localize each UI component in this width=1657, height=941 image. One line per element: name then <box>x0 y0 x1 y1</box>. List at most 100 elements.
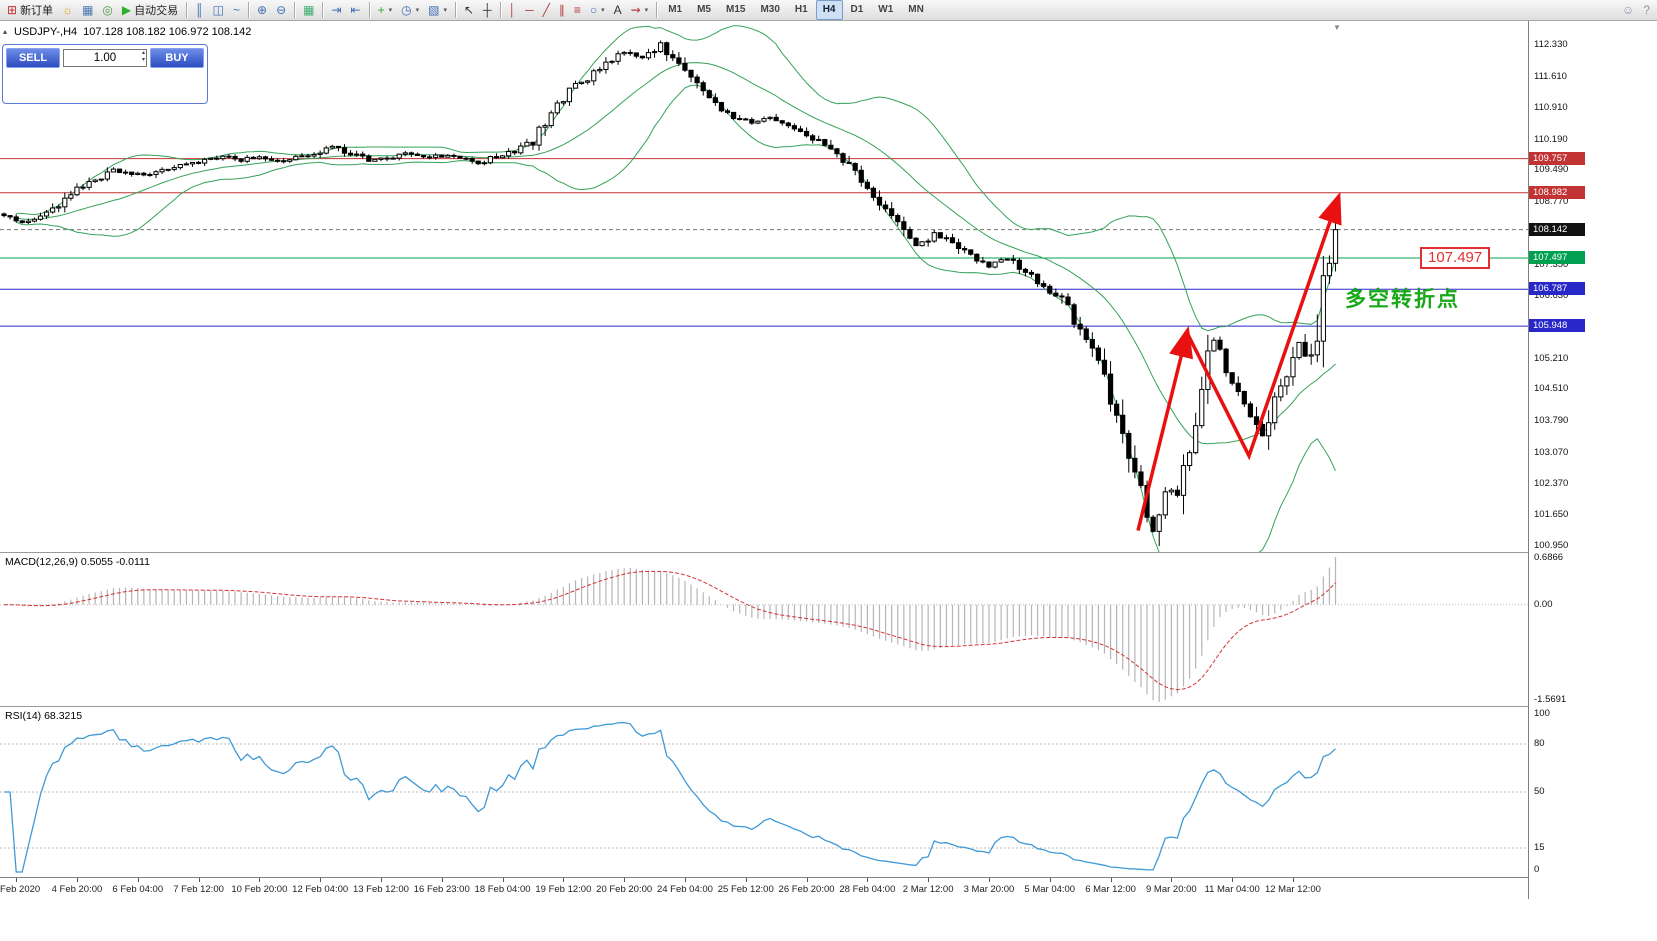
horizontal-line-button[interactable]: ─ <box>521 0 538 20</box>
dropdown-caret-icon[interactable]: ▾ <box>644 7 649 14</box>
axis-tick-label: 104.510 <box>1534 383 1569 395</box>
time-tick-label: 25 Feb 12:00 <box>717 884 774 895</box>
rsi-line <box>4 721 1336 873</box>
cursor-button[interactable]: ↖ <box>460 0 478 20</box>
timeframe-m30-button[interactable]: M30 <box>760 4 780 15</box>
horizontal-lines-layer <box>0 158 1528 327</box>
rsi-chart[interactable] <box>0 707 1528 877</box>
fibonacci-button[interactable]: ≡ <box>570 0 585 20</box>
price-axis[interactable]: 112.330 111.610 110.910 110.190 109.490 108.7… <box>1528 21 1657 899</box>
rsi-level-label: 15 <box>1534 842 1545 853</box>
time-tick-label: 4 Feb 20:00 <box>51 884 103 895</box>
templates-button-icon: ▧ <box>428 3 440 17</box>
new-order-button-icon: ⊞ <box>7 3 18 17</box>
dropdown-caret-icon[interactable]: ▾ <box>415 7 420 14</box>
crosshair-button-icon: ┼ <box>483 3 492 17</box>
metaeditor-button[interactable]: ☼ <box>58 0 77 20</box>
time-tick <box>137 878 139 882</box>
time-tick-label: 2 Mar 12:00 <box>902 884 954 895</box>
sell-button[interactable]: SELL <box>6 48 60 68</box>
new-order-button[interactable]: ⊞ 新订单 <box>3 0 57 20</box>
time-tick <box>320 878 322 882</box>
axis-tick-label: 102.370 <box>1534 477 1569 489</box>
time-tick-label: 20 Feb 20:00 <box>596 884 653 895</box>
fibonacci-button-icon: ≡ <box>573 3 581 17</box>
vertical-line-button[interactable]: │ <box>505 0 521 20</box>
zoom-in-button[interactable]: ⊕ <box>253 0 271 20</box>
time-tick-label: 9 Mar 20:00 <box>1146 884 1197 895</box>
auto-scroll-button[interactable]: ⇥ <box>327 0 345 20</box>
shapes-button-icon: ○ <box>589 3 598 17</box>
trade-panel-collapse-icon[interactable]: ▴ <box>3 27 8 36</box>
bar-chart-button[interactable]: ║ <box>191 0 208 20</box>
time-tick <box>259 878 261 882</box>
candlestick-chart-button[interactable]: ◫ <box>209 0 228 20</box>
one-click-trading-panel: SELL 1.00 ▴ ▾ BUY 108142 108167 <box>2 44 208 104</box>
buy-button[interactable]: BUY <box>150 48 204 68</box>
panel-separator[interactable] <box>0 552 1657 553</box>
timeframe-h4-button[interactable]: H4 <box>815 0 843 20</box>
turning-point-annotation: 多空转折点 <box>1345 288 1460 311</box>
dropdown-caret-icon[interactable]: ▾ <box>388 7 393 14</box>
axis-tick-label: 103.790 <box>1534 415 1569 427</box>
dropdown-caret-icon[interactable]: ▾ <box>601 7 605 14</box>
timeframe-h1-button[interactable]: H1 <box>794 4 808 15</box>
line-chart-button[interactable]: ~ <box>229 0 244 20</box>
navigator-button[interactable]: ◎ <box>98 0 116 20</box>
timeframe-m15-button[interactable]: M15 <box>726 4 746 15</box>
timeframe-w1-button[interactable]: W1 <box>878 4 894 15</box>
toolbar-separator <box>499 2 501 18</box>
periods-button[interactable]: ◷ ▾ <box>397 0 423 20</box>
rsi-scale-max: 100 <box>1534 708 1550 719</box>
sell-price[interactable]: 108142 <box>10 69 66 99</box>
time-tick <box>198 878 200 882</box>
buy-price[interactable]: 108167 <box>144 69 200 99</box>
time-tick <box>745 878 747 882</box>
time-tick-label: 3 Mar 20:00 <box>963 884 1015 895</box>
zoom-out-button-icon: ⊖ <box>276 3 287 17</box>
timeframe-m5-button[interactable]: M5 <box>697 4 711 15</box>
text-label-button[interactable]: A <box>610 0 626 20</box>
axis-tick-label: 100.950 <box>1534 540 1569 551</box>
toolbar-separator <box>322 2 324 18</box>
macd-scale-min: -1.5691 <box>1534 694 1567 705</box>
axis-price-tag: 107.497 <box>1529 251 1585 265</box>
tile-windows-button[interactable]: ▦ <box>299 0 318 20</box>
macd-chart[interactable] <box>0 553 1528 706</box>
zoom-out-button[interactable]: ⊖ <box>272 0 290 20</box>
help-button[interactable]: ? <box>1639 0 1654 20</box>
volume-up-icon[interactable]: ▴ <box>141 50 145 56</box>
market-watch-button-icon: ▦ <box>82 3 94 17</box>
market-watch-button[interactable]: ▦ <box>78 0 97 20</box>
time-axis[interactable]: 3 Feb 2020 4 Feb 20:00 6 Feb 04:00 7 Feb 12… <box>0 877 1529 900</box>
chart-shift-marker[interactable]: ▼ <box>1333 23 1341 32</box>
help-button-icon: ? <box>1643 3 1650 17</box>
chart-shift-button[interactable]: ⇤ <box>347 0 365 20</box>
toolbar-separator <box>294 2 296 18</box>
dropdown-caret-icon[interactable]: ▾ <box>443 7 447 14</box>
axis-price-tag: 109.757 <box>1529 151 1585 165</box>
axis-tick-label: 112.330 <box>1534 39 1568 51</box>
time-tick-label: 6 Mar 12:00 <box>1085 884 1136 895</box>
price-chart[interactable] <box>0 21 1528 552</box>
navigator-button-icon: ◎ <box>102 3 113 17</box>
volume-input[interactable]: 1.00 ▴ ▾ <box>63 49 147 67</box>
crosshair-button[interactable]: ┼ <box>479 0 496 20</box>
trend-arrow[interactable] <box>1136 191 1342 532</box>
volume-value: 1.00 <box>93 52 117 64</box>
timeframe-d1-button[interactable]: D1 <box>850 4 864 15</box>
shapes-button[interactable]: ○ ▾ <box>586 0 609 20</box>
panel-separator[interactable] <box>0 706 1657 707</box>
time-tick <box>1232 878 1234 882</box>
zoom-in-button-icon: ⊕ <box>257 3 268 17</box>
auto-trading-button[interactable]: ▶ 自动交易 <box>118 0 182 20</box>
arrows-button[interactable]: ⇝ ▾ <box>627 0 653 20</box>
timeframe-m1-button[interactable]: M1 <box>668 4 683 15</box>
templates-button[interactable]: ▧ ▾ <box>424 0 451 20</box>
volume-down-icon[interactable]: ▾ <box>141 57 145 63</box>
channel-button[interactable]: ∥ <box>555 0 569 20</box>
indicators-button[interactable]: + ▾ <box>374 0 397 20</box>
trendline-button[interactable]: ╱ <box>539 0 554 20</box>
community-button[interactable]: ☺ <box>1618 0 1638 20</box>
timeframe-mn-button[interactable]: MN <box>908 4 924 15</box>
